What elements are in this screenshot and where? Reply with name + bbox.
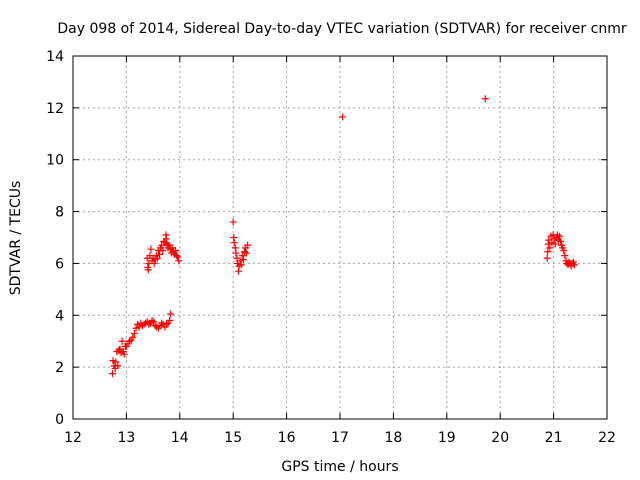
y-tick-label: 2 <box>55 360 64 376</box>
data-point <box>232 249 240 257</box>
grid-lines <box>73 56 607 419</box>
data-point <box>126 337 134 345</box>
y-tick-label: 12 <box>46 101 64 117</box>
data-point <box>167 310 175 318</box>
x-tick-label: 14 <box>171 430 189 446</box>
data-point <box>243 249 251 257</box>
data-point <box>172 246 180 254</box>
chart-title: Day 098 of 2014, Sidereal Day-to-day VTE… <box>57 21 626 37</box>
data-point <box>557 237 565 245</box>
x-tick-label: 22 <box>598 430 616 446</box>
data-point <box>130 329 138 337</box>
x-tick-label: 15 <box>224 430 242 446</box>
x-tick-label: 17 <box>331 430 349 446</box>
x-tick-label: 16 <box>278 430 296 446</box>
data-point <box>162 320 170 328</box>
data-point <box>339 113 347 121</box>
data-point <box>237 261 245 269</box>
data-point <box>147 245 155 253</box>
data-point <box>481 95 489 103</box>
data-points <box>109 95 578 378</box>
x-tick-label: 21 <box>545 430 563 446</box>
plot-frame <box>72 55 608 420</box>
y-tick-label: 8 <box>55 205 64 221</box>
data-point <box>150 259 158 267</box>
data-point <box>551 240 559 248</box>
data-point <box>230 239 238 247</box>
x-tick-labels: 12 13 14 15 16 17 18 19 20 21 22 <box>64 430 616 446</box>
data-point <box>158 319 166 327</box>
data-point <box>175 257 183 265</box>
data-point <box>112 358 120 366</box>
data-point <box>561 252 569 260</box>
data-point <box>236 257 244 265</box>
y-tick-label: 4 <box>55 308 64 324</box>
y-tick-label: 6 <box>55 256 64 272</box>
x-tick-label: 18 <box>384 430 402 446</box>
data-point <box>229 218 237 226</box>
data-point <box>120 350 128 358</box>
data-point <box>148 316 156 324</box>
y-axis-label: SDTVAR / TECUs <box>8 181 24 296</box>
data-point <box>570 261 578 269</box>
data-point <box>544 248 552 256</box>
data-point <box>144 266 152 274</box>
data-point <box>244 241 252 249</box>
data-point <box>150 318 158 326</box>
x-tick-label: 13 <box>117 430 135 446</box>
data-point <box>135 323 143 331</box>
data-point <box>543 254 551 262</box>
data-point <box>238 252 246 260</box>
data-point <box>145 320 153 328</box>
data-point <box>129 333 137 341</box>
y-tick-label: 14 <box>46 49 64 65</box>
data-point <box>555 232 563 240</box>
data-point <box>546 244 554 252</box>
data-point <box>109 370 117 378</box>
data-point <box>153 323 161 331</box>
x-axis-label: GPS time / hours <box>281 459 398 475</box>
data-point <box>239 256 247 264</box>
data-point <box>173 252 181 260</box>
y-tick-label: 0 <box>55 412 64 428</box>
data-point <box>174 253 182 261</box>
data-point <box>166 316 174 324</box>
y-tick-label: 10 <box>46 153 64 169</box>
data-point <box>153 254 161 262</box>
data-point <box>560 246 568 254</box>
data-point <box>548 239 556 247</box>
x-tick-label: 20 <box>491 430 509 446</box>
y-tick-labels: 0 2 4 6 8 10 12 14 <box>46 49 64 428</box>
data-point <box>118 337 126 345</box>
data-point <box>159 246 167 254</box>
x-tick-label: 19 <box>438 430 456 446</box>
x-tick-label: 12 <box>64 430 82 446</box>
data-point <box>156 250 164 258</box>
data-point <box>132 324 140 332</box>
data-point <box>114 362 122 370</box>
